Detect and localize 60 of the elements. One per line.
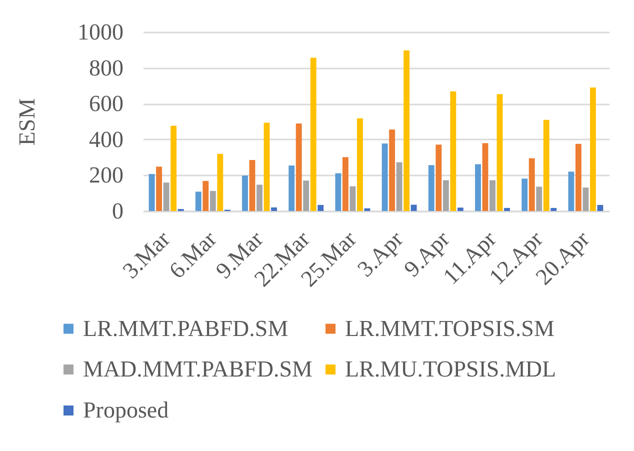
bar [389,130,396,211]
bar [450,91,456,211]
legend-label: LR.MMT.PABFD.SM [83,316,288,341]
bar [442,180,449,211]
legend-label: MAD.MMT.PABFD.SM [83,356,312,382]
bar [170,126,177,211]
legend-label: Proposed [83,398,170,422]
y-tick-label: 800 [89,55,124,80]
bar [582,188,589,211]
bar [404,50,410,211]
bar [296,123,302,211]
bar [410,204,417,211]
bar [195,192,202,211]
bar [249,160,256,211]
bar [590,87,596,211]
bar [550,208,557,211]
bar [202,180,209,211]
bar [148,174,155,211]
bar [528,158,535,211]
bar [382,144,388,211]
legend-label: LR.MU.TOPSIS.MDL [345,356,556,382]
bar [568,172,574,211]
bar [356,118,363,211]
y-tick-label: 200 [89,162,124,188]
bar [163,182,170,211]
bar [436,144,442,211]
y-tick-label: 600 [89,91,124,116]
y-tick-label: 1000 [78,20,124,44]
y-tick-label: 0 [112,198,124,224]
bar [522,178,528,211]
bar [217,154,224,211]
bar [264,122,270,211]
bar [318,204,324,211]
bar [310,58,316,211]
legend-label: LR.MMT.TOPSIS.SM [345,316,554,341]
bar [242,176,248,211]
bar [575,144,582,211]
bar [342,157,348,211]
y-tick-label: 400 [89,126,124,152]
bar [271,207,277,211]
bar [543,120,550,211]
bar [335,173,342,211]
bar [475,164,481,211]
bar [457,208,464,211]
bar [156,166,162,211]
bar [428,165,434,211]
y-axis-title: ESM [14,98,40,146]
bar [396,162,402,211]
bar [350,186,356,211]
bar [496,94,503,211]
bar [303,180,310,211]
bar [490,180,496,211]
bar [210,190,216,211]
bar [504,208,510,211]
bar [597,204,604,211]
bar [482,143,488,211]
bar [364,208,370,211]
bar [256,184,262,211]
bar [288,166,295,211]
bar [536,186,542,211]
